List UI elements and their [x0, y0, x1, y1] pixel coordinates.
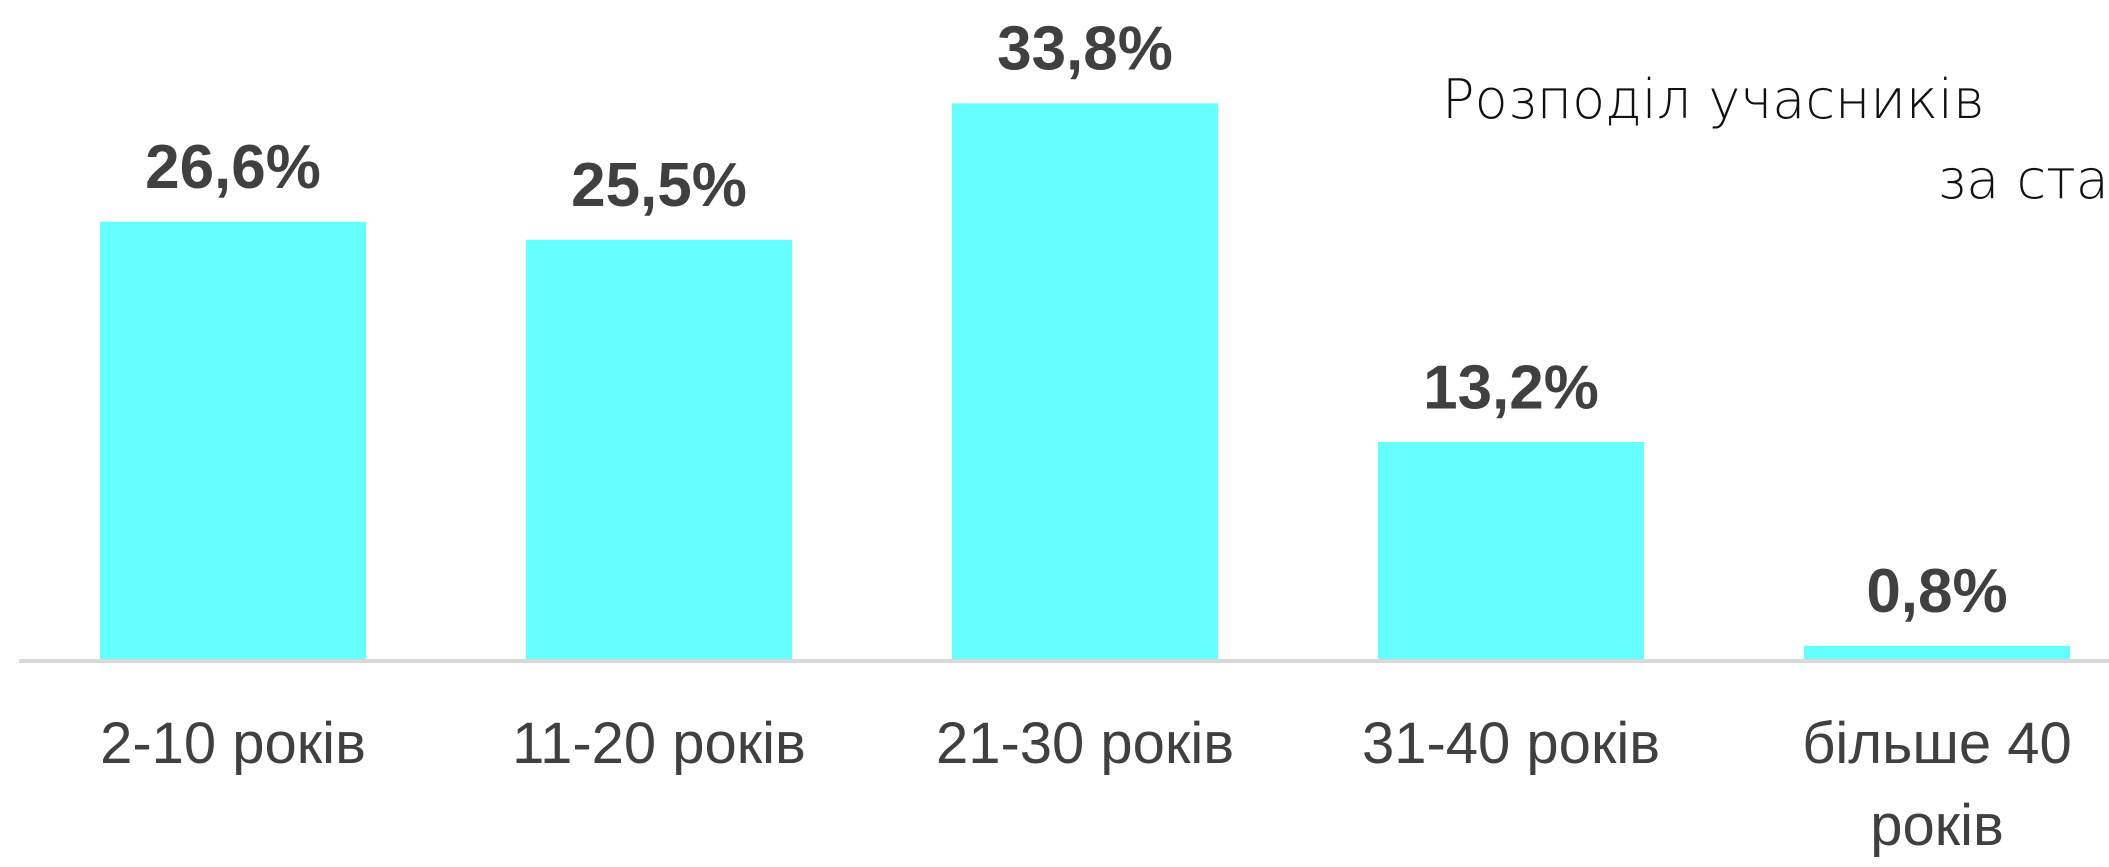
- chart-title: за ста: [1937, 148, 2109, 211]
- data-label: 0,8%: [1866, 557, 2007, 626]
- data-label: 13,2%: [1423, 353, 1599, 422]
- x-tick-label: 2-10 років: [100, 711, 366, 776]
- bar: [1804, 645, 2070, 659]
- bar: [1378, 441, 1644, 659]
- x-tick-label: 21-30 років: [935, 711, 1235, 776]
- chart-title: Розподіл учасників: [1442, 68, 1985, 131]
- bar: [100, 221, 366, 660]
- bar: [952, 103, 1218, 659]
- data-label: 26,6%: [145, 133, 321, 202]
- x-tick-label: 11-20 років: [512, 711, 806, 776]
- data-label: 33,8%: [997, 15, 1173, 84]
- x-tick-label: 31-40 років: [1361, 711, 1661, 776]
- bar: [526, 239, 792, 659]
- data-label: 25,5%: [571, 151, 747, 220]
- x-tick-label: більше 40 років: [1802, 711, 2072, 858]
